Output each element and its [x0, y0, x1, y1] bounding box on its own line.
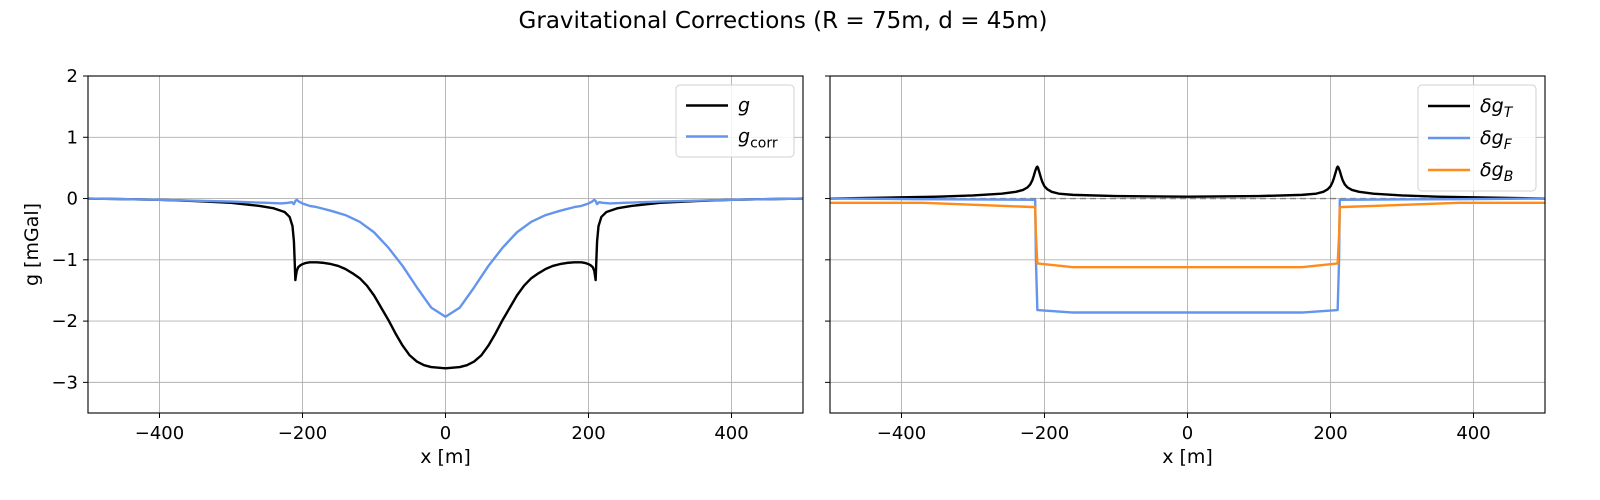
legend-box: [1417, 84, 1537, 192]
series-line-1: [830, 197, 1545, 314]
y-axis: [825, 75, 830, 383]
x-tick-label: −200: [278, 423, 327, 444]
x-axis-label: x [m]: [1162, 446, 1213, 468]
left-panel: −400 −200 0 200 400 x [m] −3 −2 −1 0 1 2 g [mGal] g gc…: [21, 66, 804, 468]
legend-item: g: [686, 95, 750, 117]
series-lines: [830, 165, 1545, 314]
series-line-0: [88, 197, 803, 370]
x-tick-label: 0: [440, 423, 451, 444]
x-tick-label: −200: [1020, 423, 1069, 444]
series-line-0: [830, 165, 1545, 200]
x-axis-label: x [m]: [420, 446, 471, 468]
legend-box: [675, 84, 795, 158]
legend-item: δgT: [1428, 95, 1514, 121]
y-tick-label: −3: [51, 372, 78, 393]
y-tick-label: 0: [67, 189, 78, 210]
x-tick-label: 400: [714, 423, 748, 444]
y-axis: −3 −2 −1 0 1 2 g [mGal]: [21, 66, 88, 393]
right-panel: −400 −200 0 200 400 x [m] δgT δgF δgB: [825, 75, 1546, 468]
series-line-2: [830, 201, 1545, 269]
legend-label: δgF: [1480, 127, 1513, 153]
x-tick-label: 0: [1182, 423, 1193, 444]
y-tick-label: 1: [67, 127, 78, 148]
x-tick-label: −400: [877, 423, 926, 444]
x-tick-label: −400: [135, 423, 184, 444]
figure-title: Gravitational Corrections (R = 75m, d = …: [519, 8, 1048, 34]
x-tick-label: 200: [1313, 423, 1347, 444]
legend: g gcorr: [675, 84, 795, 158]
y-tick-label: 2: [67, 66, 78, 87]
series-lines: [88, 197, 803, 370]
legend-label: g: [738, 95, 750, 117]
x-tick-label: 400: [1456, 423, 1490, 444]
series-line-1: [88, 197, 803, 318]
legend-item: δgF: [1428, 127, 1513, 153]
legend-label: gcorr: [738, 126, 778, 152]
y-tick-label: −2: [51, 311, 78, 332]
x-axis: −400 −200 0 200 400 x [m]: [135, 413, 749, 468]
x-axis: −400 −200 0 200 400 x [m]: [877, 413, 1491, 468]
y-tick-label: −1: [51, 250, 78, 271]
legend-item: gcorr: [686, 126, 778, 152]
x-tick-label: 200: [571, 423, 605, 444]
legend-item: δgB: [1428, 159, 1513, 185]
legend-label: δgB: [1480, 159, 1513, 185]
legend: δgT δgF δgB: [1417, 84, 1537, 192]
y-axis-label: g [mGal]: [21, 203, 43, 286]
legend-label: δgT: [1480, 95, 1514, 121]
